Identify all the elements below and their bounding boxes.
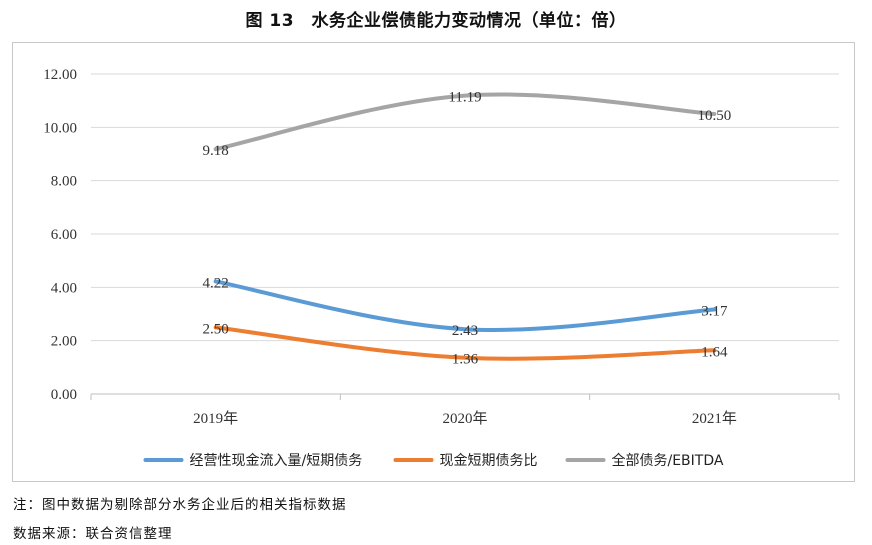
- legend-label: 全部债务/EBITDA: [612, 452, 724, 469]
- x-tick-label: 2020年: [442, 410, 487, 427]
- legend-item: 经营性现金流入量/短期债务: [143, 453, 363, 469]
- legend-item: 现金短期债务比: [393, 453, 538, 469]
- data-label: 1.64: [701, 344, 728, 360]
- y-tick-label: 12.00: [43, 67, 77, 83]
- y-tick-label: 2.00: [51, 334, 77, 350]
- data-label: 4.22: [203, 275, 229, 291]
- data-label: 3.17: [701, 303, 728, 319]
- series-line: [213, 92, 717, 152]
- data-label: 11.19: [448, 90, 481, 106]
- chart-title: 图 13 水务企业偿债能力变动情况（单位：倍）: [245, 11, 627, 31]
- line-chart: 0.00 2.00 4.00 6.00 8.00 10.00 12.00 2019年 2020年…: [43, 67, 840, 469]
- y-tick-label: 8.00: [51, 174, 77, 190]
- x-tick-label: 2019年: [193, 410, 238, 427]
- legend-label: 现金短期债务比: [440, 453, 538, 469]
- y-tick-label: 10.00: [43, 120, 77, 136]
- data-label: 10.50: [697, 108, 731, 124]
- data-label: 1.36: [452, 352, 479, 368]
- chart-area: 0.00 2.00 4.00 6.00 8.00 10.00 12.00 2019年 2020年…: [12, 42, 855, 482]
- footnote: 注：图中数据为剔除部分水务企业后的相关指标数据: [13, 497, 347, 513]
- x-tick-label: 2021年: [692, 410, 737, 427]
- data-label: 2.43: [452, 323, 478, 339]
- y-tick-label: 6.00: [51, 227, 77, 243]
- data-label: 9.18: [203, 143, 229, 159]
- y-tick-label: 0.00: [51, 387, 77, 403]
- legend-item: 全部债务/EBITDA: [565, 452, 724, 469]
- series-line: [213, 279, 717, 332]
- data-label: 2.50: [203, 321, 229, 337]
- data-source: 数据来源：联合资信整理: [13, 526, 173, 542]
- y-tick-label: 4.00: [51, 280, 77, 296]
- legend-label: 经营性现金流入量/短期债务: [190, 453, 363, 469]
- series-line: [213, 325, 717, 361]
